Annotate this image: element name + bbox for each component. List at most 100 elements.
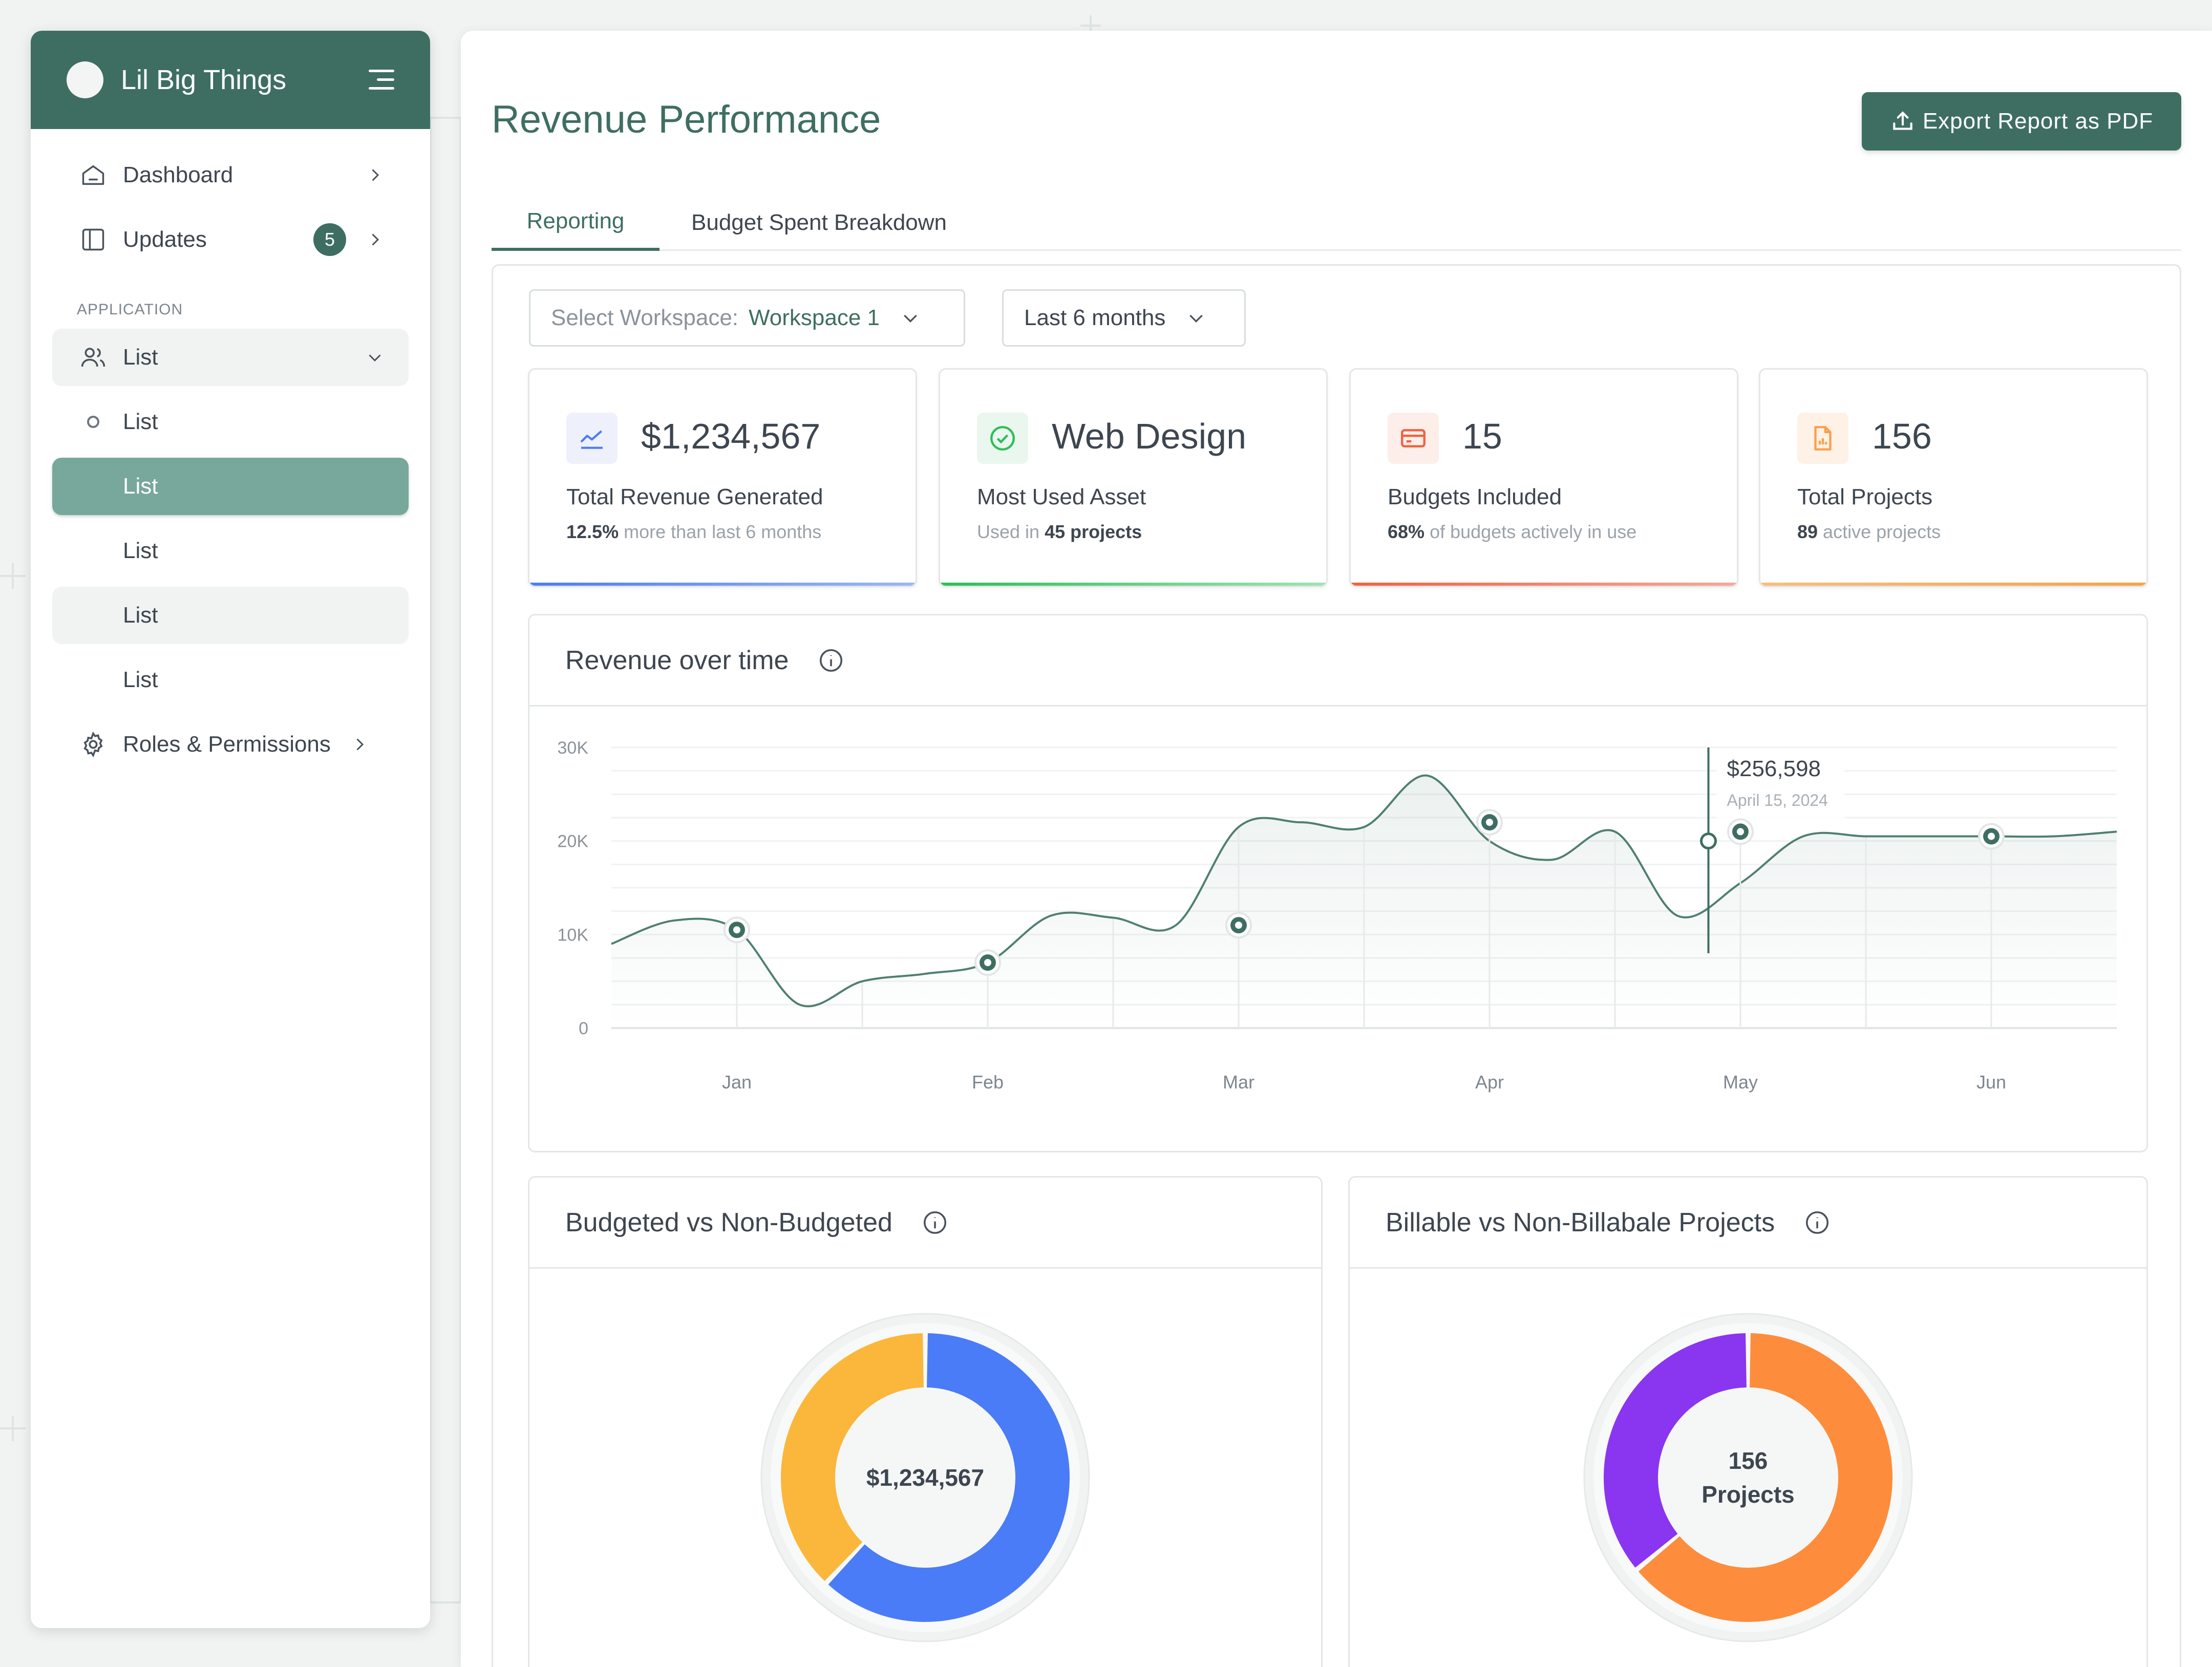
sidebar-subitem[interactable]: List: [52, 393, 409, 451]
chevron-down-icon: [1189, 314, 1203, 323]
stat-label: Total Projects: [1797, 484, 1933, 509]
stat-subtext: Used in 45 projects: [977, 521, 1142, 542]
stat-accent-stripe: [1760, 583, 2146, 586]
info-icon[interactable]: [921, 1209, 949, 1236]
sidebar-subitem-hover[interactable]: List: [52, 587, 409, 644]
sidebar-item-label: Roles & Permissions: [123, 732, 331, 757]
sidebar-item-dashboard[interactable]: Dashboard: [52, 146, 409, 204]
gear-icon: [79, 730, 108, 759]
export-pdf-button[interactable]: Export Report as PDF: [1862, 92, 2181, 151]
stat-accent-stripe: [529, 583, 916, 586]
stat-accent-stripe: [940, 583, 1326, 586]
home-icon: [79, 161, 108, 189]
revenue-line-chart: 30K 20K 10K 0 $256,598 April 15, 2024 Jan Feb Ma…: [558, 738, 2117, 1093]
donut-center-label: 156: [1729, 1447, 1768, 1474]
panel-header: Budgeted vs Non-Budgeted: [529, 1178, 1321, 1269]
credit-card-icon: [1388, 413, 1439, 464]
x-tick-label: Mar: [1223, 1072, 1254, 1093]
tooltip-box: [1716, 749, 1845, 819]
workspace-select-placeholder: Select Workspace:: [551, 305, 739, 330]
y-tick-label: 0: [579, 1019, 588, 1038]
sidebar-group-label: List: [123, 345, 158, 370]
panel-title: Revenue over time: [565, 645, 789, 675]
tooltip-point: [1700, 832, 1717, 850]
stat-label: Budgets Included: [1388, 484, 1562, 509]
sidebar-subitem-label: List: [123, 409, 158, 434]
billable-donut-chart: 156 Projects: [1583, 1313, 1913, 1642]
stat-accent-stripe: [1351, 583, 1737, 586]
donut-slice: [781, 1333, 924, 1581]
stat-subtext: 12.5% more than last 6 months: [566, 521, 822, 542]
donut-slice: [828, 1333, 1070, 1622]
sidebar-subitem-label: List: [123, 538, 158, 563]
app-name: Lil Big Things: [121, 65, 287, 95]
chevron-right-icon: [365, 165, 385, 185]
sidebar-subitem[interactable]: List: [52, 522, 409, 580]
sidebar-group-list[interactable]: List: [52, 329, 409, 386]
panel-title: Budgeted vs Non-Budgeted: [565, 1207, 892, 1237]
x-tick-label: Feb: [972, 1072, 1004, 1093]
stat-label: Most Used Asset: [977, 484, 1146, 509]
donut-center: [1659, 1388, 1837, 1567]
chevron-down-icon: [365, 347, 385, 368]
check-circle-icon: [977, 413, 1028, 464]
panel-header: Billable vs Non-Billabale Projects: [1350, 1178, 2146, 1269]
sidebar-header: Lil Big Things: [31, 31, 430, 129]
sidebar-subitem-label: List: [123, 474, 158, 499]
stat-subtext: 89 active projects: [1797, 521, 1941, 542]
workspace-select-value: Workspace 1: [749, 305, 880, 330]
panel-title: Billable vs Non-Billabale Projects: [1386, 1207, 1775, 1237]
upload-icon: [1893, 111, 1912, 130]
data-point-center: [984, 959, 991, 967]
donut-slice: [1604, 1333, 1747, 1568]
chevron-right-icon: [365, 229, 385, 250]
updates-count-badge: 5: [313, 223, 346, 256]
data-point-center: [1737, 828, 1744, 836]
stat-value: Web Design: [1052, 416, 1247, 456]
main-panel: Revenue Performance Export Report as PDF…: [461, 31, 2212, 1667]
stat-label: Total Revenue Generated: [566, 484, 823, 509]
stat-value: 156: [1872, 416, 1932, 456]
panel-header: Revenue over time: [529, 615, 2146, 707]
sidebar-item-updates[interactable]: Updates 5: [52, 211, 409, 268]
bullet-icon: [79, 416, 108, 428]
chevron-right-icon: [349, 734, 370, 755]
stat-card-projects: 156 Total Projects 89 active projects: [1759, 368, 2148, 587]
tab-reporting[interactable]: Reporting: [492, 195, 660, 251]
x-tick-label: Jun: [1976, 1072, 2006, 1093]
period-select[interactable]: Last 6 months: [1002, 289, 1246, 347]
info-icon[interactable]: [1803, 1209, 1831, 1236]
menu-toggle-icon[interactable]: [369, 69, 394, 91]
page-title: Revenue Performance: [492, 98, 881, 141]
chevron-down-icon: [904, 314, 917, 323]
export-button-label: Export Report as PDF: [1922, 109, 2154, 134]
sidebar: Lil Big Things Dashboard Updates 5 APPLI…: [31, 31, 430, 1628]
stat-card-revenue: $1,234,567 Total Revenue Generated 12.5%…: [528, 368, 917, 587]
stat-card-asset: Web Design Most Used Asset Used in 45 pr…: [939, 368, 1328, 587]
stat-subtext: 68% of budgets actively in use: [1388, 521, 1637, 542]
tab-bar: Reporting Budget Spent Breakdown: [492, 195, 2181, 251]
tab-budget-spent-breakdown[interactable]: Budget Spent Breakdown: [691, 210, 947, 235]
tooltip-value: $256,598: [1727, 756, 1821, 781]
sidebar-item-label: Updates: [123, 227, 207, 252]
series-line: [611, 774, 2117, 1008]
stat-value: $1,234,567: [641, 416, 821, 456]
sidebar-subitem-active[interactable]: List: [52, 458, 409, 515]
info-icon[interactable]: [817, 647, 845, 674]
data-point-center: [733, 926, 740, 934]
data-point-center: [1235, 922, 1242, 929]
donut-center-label: Projects: [1701, 1481, 1795, 1508]
workspace-select[interactable]: Select Workspace: Workspace 1: [529, 289, 965, 347]
sidebar-item-roles[interactable]: Roles & Permissions: [52, 716, 409, 773]
y-tick-label: 20K: [558, 832, 589, 851]
donut-center: [836, 1388, 1014, 1567]
sidebar-subitem-label: List: [123, 667, 158, 692]
donut-center-label: $1,234,567: [866, 1464, 984, 1491]
revenue-chart-panel: Revenue over time 30K 20K 10K 0 $256,598 Apri…: [528, 614, 2148, 1152]
budgeted-panel: Budgeted vs Non-Budgeted $1,234,567: [528, 1176, 1323, 1667]
sidebar-subitem[interactable]: List: [52, 651, 409, 709]
data-point-center: [1988, 832, 1995, 840]
x-tick-label: May: [1723, 1072, 1758, 1093]
sidebar-item-label: Dashboard: [123, 162, 233, 187]
y-tick-label: 30K: [558, 738, 589, 758]
